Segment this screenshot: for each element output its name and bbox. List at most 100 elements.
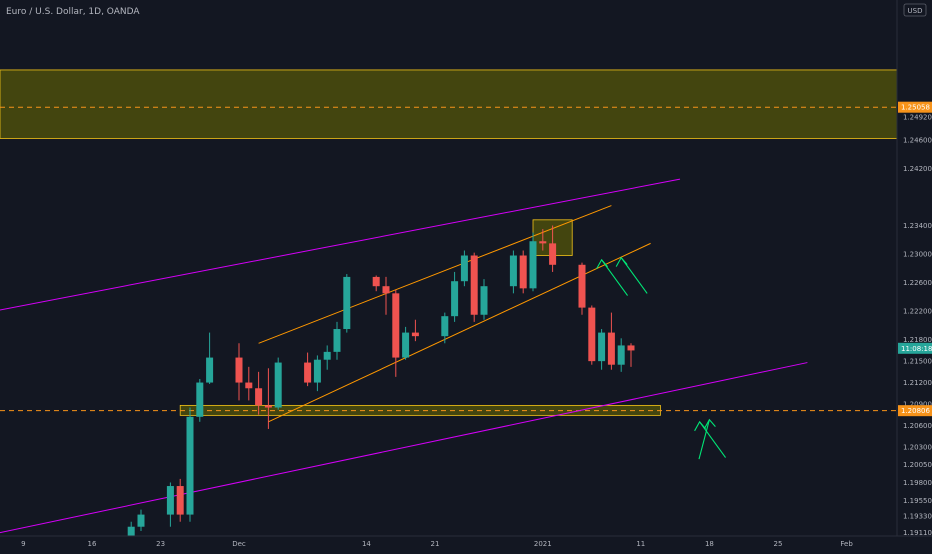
price-tick-label: 1.19110 <box>903 529 932 537</box>
candle-body <box>127 526 135 536</box>
price-axis-ticks: 1.24920 1.24600 1.24200 1.23400 1.23000 1.226… <box>903 114 932 537</box>
candle-body <box>480 286 488 315</box>
price-badge-label: 11:08:18 <box>901 345 932 353</box>
zone-box[interactable] <box>0 69 898 139</box>
candle-body <box>451 281 459 317</box>
candle <box>264 368 272 429</box>
price-tick-label: 1.23400 <box>903 222 932 230</box>
price-badge-label: 1.20806 <box>901 407 930 415</box>
candle <box>166 482 174 527</box>
arrow-shaft <box>698 419 710 460</box>
candle <box>607 312 615 370</box>
price-tick-label: 1.24200 <box>903 165 932 173</box>
price-tick-label: 1.20900 <box>903 400 932 408</box>
candle-body <box>470 255 478 315</box>
candle <box>392 289 400 377</box>
candle <box>274 357 282 410</box>
candle <box>598 329 606 370</box>
candle-body <box>460 255 468 282</box>
candle <box>372 275 380 292</box>
trend-line[interactable] <box>0 362 808 536</box>
annotation-arrow <box>596 258 628 296</box>
arrow-head <box>694 420 707 432</box>
candle-body <box>392 293 400 358</box>
candle-body <box>333 329 341 352</box>
currency-label: USD <box>908 7 923 15</box>
candle-body <box>372 276 380 287</box>
candle <box>627 343 635 367</box>
time-tick-label: 18 <box>705 540 714 548</box>
candle <box>333 321 341 360</box>
symbol-title: Euro / U.S. Dollar, 1D, OANDA <box>6 7 140 17</box>
price-badge-bg <box>898 101 932 113</box>
candle-body <box>235 357 243 383</box>
candle <box>617 338 625 372</box>
candle-body <box>598 332 606 362</box>
candle <box>235 343 243 401</box>
candle-body <box>539 241 547 244</box>
candle-body <box>186 416 194 515</box>
candle <box>588 305 596 365</box>
channel-line[interactable] <box>268 242 651 423</box>
time-tick-label: 2021 <box>534 540 552 548</box>
candle-body <box>304 362 312 383</box>
candle-body <box>509 255 517 287</box>
arrow-head <box>596 258 609 270</box>
candle <box>578 262 586 315</box>
price-badge-bg <box>898 405 932 417</box>
arrow-head <box>703 418 716 429</box>
time-tick-label: Dec <box>232 540 246 548</box>
annotation-arrow <box>615 256 648 294</box>
arrow-head <box>615 256 628 267</box>
candle <box>186 407 194 522</box>
price-badge-label: 1.25058 <box>901 104 930 112</box>
arrow-shaft <box>601 259 628 296</box>
candle <box>402 326 410 360</box>
price-tick-label: 1.24920 <box>903 114 932 122</box>
candle-body <box>274 362 282 408</box>
time-tick-label: 23 <box>156 540 165 548</box>
candle <box>304 352 312 387</box>
candle <box>451 271 459 322</box>
candle <box>255 371 263 415</box>
candle-body <box>264 405 272 408</box>
candle-body <box>323 351 331 360</box>
candle <box>382 276 390 315</box>
time-axis-ticks: 9 16 23 Dec 14 21 2021 11 18 25 Feb <box>21 540 853 548</box>
candle <box>460 250 468 287</box>
candle-body <box>578 264 586 308</box>
price-tick-label: 1.20050 <box>903 461 932 469</box>
time-tick-label: 16 <box>88 540 97 548</box>
arrow-shaft <box>620 257 648 294</box>
time-tick-label: 11 <box>636 540 645 548</box>
zones-layer <box>0 69 898 416</box>
candle-body <box>382 286 390 294</box>
candle-body <box>549 243 557 265</box>
candle <box>206 332 214 384</box>
currency-box[interactable] <box>903 3 927 17</box>
price-badge: 1.25058 <box>898 101 932 113</box>
candle <box>441 312 449 344</box>
candles-layer <box>127 225 635 536</box>
price-tick-label: 1.21800 <box>903 336 932 344</box>
time-tick-label: 25 <box>774 540 783 548</box>
candle-body <box>343 276 351 330</box>
price-axis-panel[interactable] <box>897 0 932 536</box>
time-axis-panel[interactable] <box>0 536 932 550</box>
candle <box>137 509 145 532</box>
trend-lines-layer <box>0 178 808 536</box>
candle <box>480 279 488 320</box>
price-tick-label: 1.22200 <box>903 308 932 316</box>
candle <box>196 378 204 422</box>
time-tick-label: 21 <box>431 540 440 548</box>
candle-body <box>245 382 253 389</box>
price-tick-label: 1.21500 <box>903 358 932 366</box>
price-tick-label: 1.20600 <box>903 422 932 430</box>
candle <box>539 229 547 251</box>
price-tick-label: 1.19330 <box>903 513 932 521</box>
price-tick-label: 1.22600 <box>903 279 932 287</box>
trend-line[interactable] <box>0 178 681 358</box>
arrow-shaft <box>699 421 726 458</box>
